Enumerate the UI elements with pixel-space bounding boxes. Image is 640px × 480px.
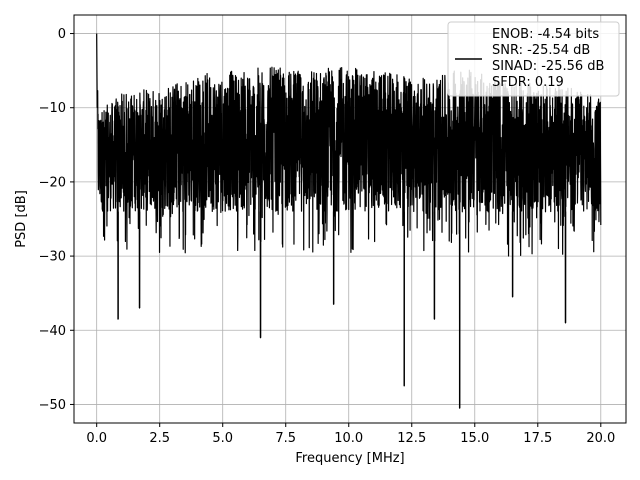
x-tick-label: 12.5 bbox=[397, 431, 426, 446]
x-tick-label: 20.0 bbox=[586, 431, 615, 446]
psd-series-line bbox=[96, 33, 602, 409]
x-tick-label: 2.5 bbox=[149, 431, 170, 446]
x-tick-label: 10.0 bbox=[334, 431, 363, 446]
legend-line-enob: ENOB: -4.54 bits bbox=[492, 27, 599, 42]
y-tick-label: −20 bbox=[39, 175, 66, 190]
legend-box bbox=[447, 21, 620, 97]
legend-line-sinad: SINAD: -25.56 dB bbox=[492, 59, 604, 74]
y-axis-ticks: 0 −10 −20 −30 −40 −50 bbox=[39, 27, 74, 413]
y-axis-label: PSD [dB] bbox=[14, 190, 29, 248]
x-tick-label: 15.0 bbox=[460, 431, 489, 446]
legend: ENOB: -4.54 bits SNR: -25.54 dB SINAD: -… bbox=[447, 21, 620, 97]
x-axis-label: Frequency [MHz] bbox=[295, 451, 404, 466]
x-tick-label: 5.0 bbox=[212, 431, 233, 446]
legend-line-sfdr: SFDR: 0.19 bbox=[492, 75, 564, 90]
y-tick-label: −40 bbox=[39, 324, 66, 339]
x-tick-label: 0.0 bbox=[86, 431, 107, 446]
y-tick-label: 0 bbox=[58, 27, 66, 42]
plot-frame bbox=[73, 14, 627, 424]
y-tick-label: −50 bbox=[39, 398, 66, 413]
legend-line-snr: SNR: -25.54 dB bbox=[492, 43, 590, 58]
y-tick-label: −30 bbox=[39, 250, 66, 265]
x-axis-ticks: 0.0 2.5 5.0 7.5 10.0 12.5 15.0 17.5 20.0 bbox=[86, 423, 615, 446]
x-tick-label: 7.5 bbox=[275, 431, 296, 446]
y-tick-label: −10 bbox=[39, 101, 66, 116]
psd-trace bbox=[96, 33, 602, 409]
x-tick-label: 17.5 bbox=[523, 431, 552, 446]
